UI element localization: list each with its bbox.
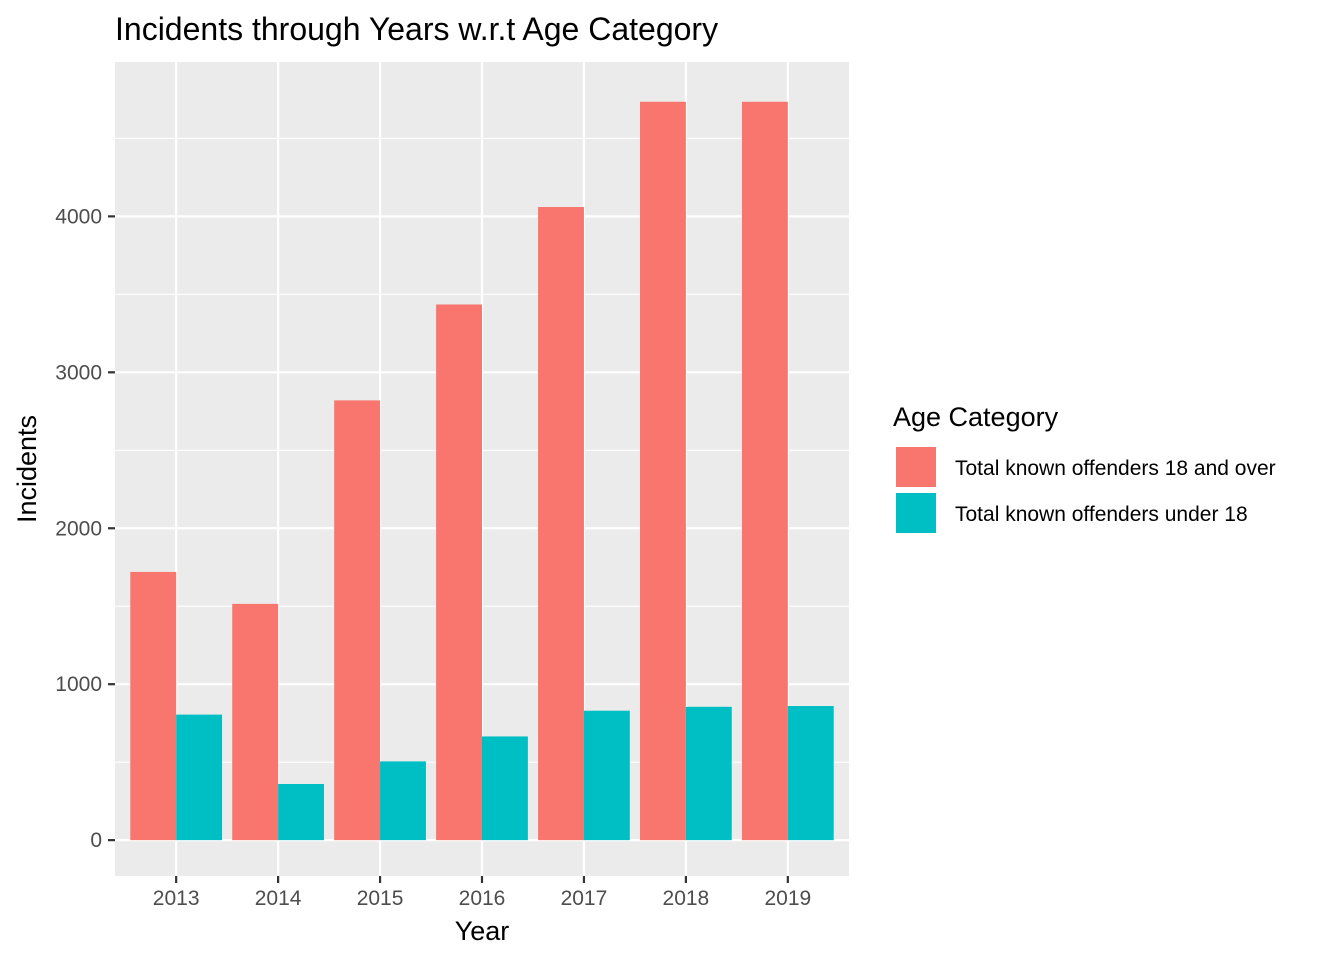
x-tick-label: 2015 <box>357 887 404 910</box>
legend-swatch <box>894 445 938 489</box>
y-axis: 0 1000 2000 3000 4000 <box>55 205 115 852</box>
bar-adult-2018 <box>640 101 686 841</box>
x-tick-label: 2013 <box>153 887 200 910</box>
bar-series <box>130 101 834 841</box>
bar-juvenile-2015 <box>380 761 426 841</box>
bar-adult-2019 <box>741 101 788 841</box>
x-tick-label: 2016 <box>459 887 506 910</box>
y-tick-label: 1000 <box>55 673 102 696</box>
bar-adult-2017 <box>538 207 584 841</box>
bar-juvenile-2017 <box>583 710 630 841</box>
bar-adult-2016 <box>436 304 482 841</box>
bar-juvenile-2018 <box>685 706 732 841</box>
legend: Age Category Total known offenders 18 an… <box>893 402 1276 535</box>
y-axis-title: Incidents <box>12 415 42 523</box>
legend-title: Age Category <box>893 402 1059 432</box>
legend-label: Total known offenders 18 and over <box>955 457 1276 480</box>
y-tick-label: 0 <box>90 829 102 852</box>
x-tick-label: 2019 <box>764 887 811 910</box>
y-tick-label: 2000 <box>55 517 102 540</box>
legend-swatch <box>894 491 938 535</box>
x-tick-label: 2014 <box>255 887 302 910</box>
y-tick-label: 3000 <box>55 361 102 384</box>
bar-adult-2013 <box>130 571 177 841</box>
chart-title: Incidents through Years w.r.t Age Catego… <box>115 11 718 47</box>
bar-juvenile-2019 <box>787 706 834 841</box>
x-tick-label: 2017 <box>561 887 608 910</box>
bar-juvenile-2016 <box>482 736 528 841</box>
bar-juvenile-2014 <box>278 783 324 841</box>
x-axis: 2013 2014 2015 2016 2017 2018 2019 <box>153 876 811 910</box>
legend-label: Total known offenders under 18 <box>955 503 1248 526</box>
bar-juvenile-2013 <box>176 714 223 841</box>
bar-adult-2015 <box>334 400 381 841</box>
y-tick-label: 4000 <box>55 205 102 228</box>
x-tick-label: 2018 <box>663 887 710 910</box>
legend-items: Total known offenders 18 and over Total k… <box>894 445 1276 535</box>
bar-adult-2014 <box>232 603 279 841</box>
x-axis-title: Year <box>455 916 510 946</box>
